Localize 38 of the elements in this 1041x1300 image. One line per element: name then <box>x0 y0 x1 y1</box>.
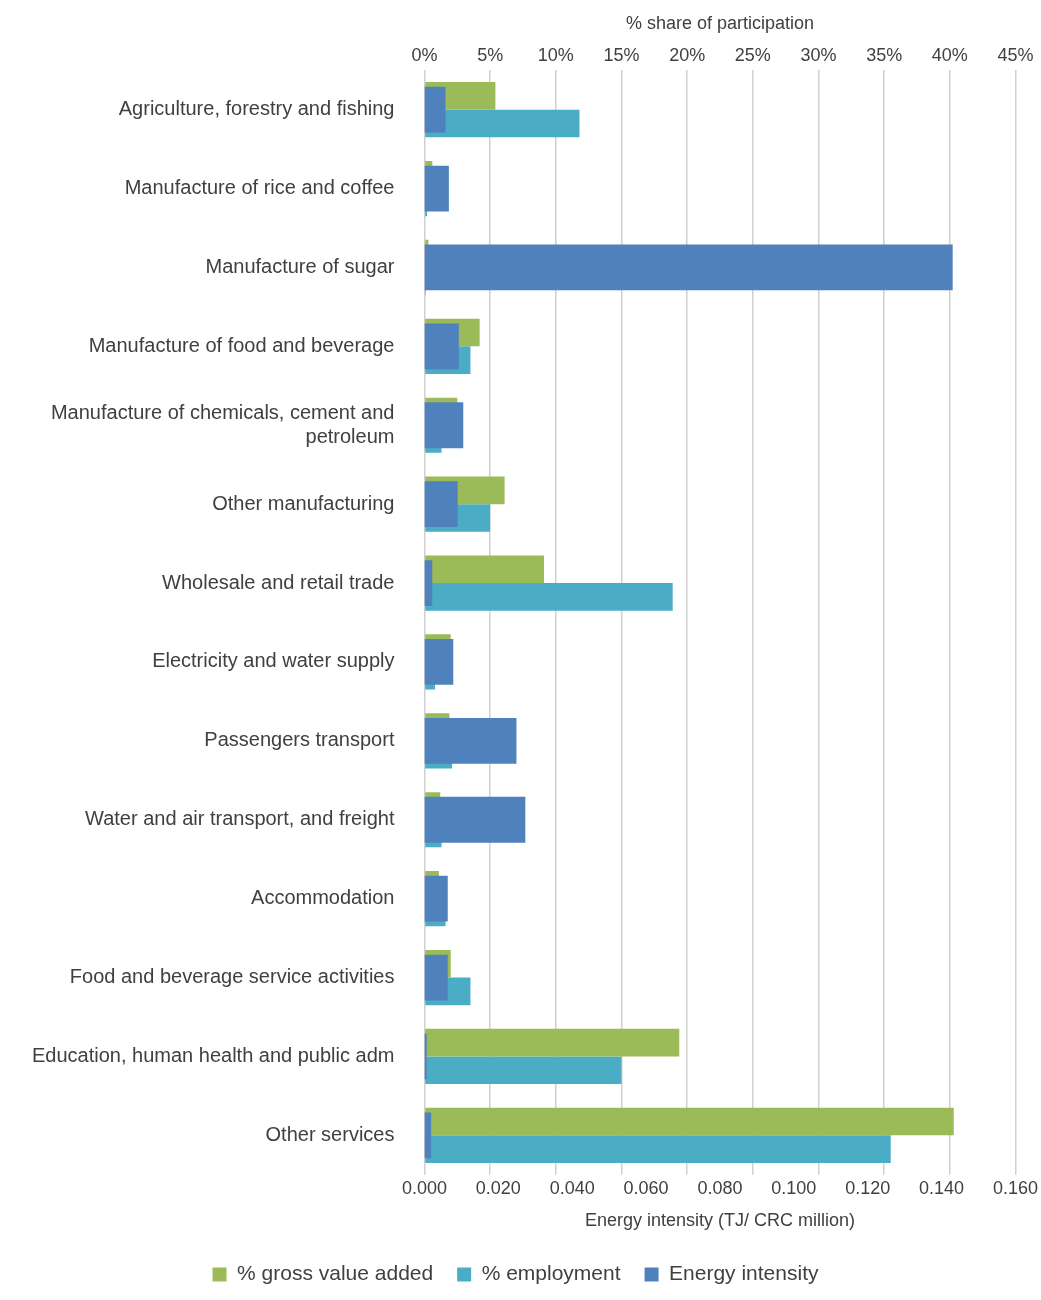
y-tick-label: Manufacture of sugar <box>205 254 395 277</box>
x-tick-label: 0.120 <box>845 1177 891 1198</box>
y-tick-label: Manufacture of food and beverage <box>88 333 395 356</box>
x2-tick-label: 35% <box>866 45 903 66</box>
y-tick-label: Electricity and water supply <box>152 649 395 672</box>
x2-tick-label: 25% <box>734 45 771 66</box>
legend-label: Energy intensity <box>669 1261 819 1285</box>
y-tick-label: Passengers transport <box>204 728 395 751</box>
x2-tick-label: 45% <box>997 45 1034 66</box>
y-tick-label: Manufacture of chemicals, cement and petroleum <box>50 400 395 447</box>
x2-tick-label: 40% <box>931 45 968 66</box>
x-tick-label: 0.020 <box>475 1177 521 1198</box>
x-tick-label: 0.060 <box>623 1177 669 1198</box>
y-tick-label: Education, human health and public adm <box>31 1043 395 1066</box>
y-tick-label: Agriculture, forestry and fishing <box>118 97 395 120</box>
x2-tick-label: 0% <box>411 45 438 66</box>
x-tick-label: 0.000 <box>401 1177 447 1198</box>
legend-label: % employment <box>481 1261 621 1285</box>
x-tick-label: 0.040 <box>549 1177 595 1198</box>
x-tick-label: 0.160 <box>992 1177 1038 1198</box>
y-tick-label: Other services <box>265 1122 395 1145</box>
legend-label: % gross value added <box>237 1261 434 1285</box>
x2-tick-label: 5% <box>477 45 504 66</box>
y-tick-label: Manufacture of rice and coffee <box>124 176 395 199</box>
x-tick-label: 0.100 <box>771 1177 817 1198</box>
x2-axis-title: % share of participation <box>625 12 815 33</box>
x2-tick-label: 15% <box>603 45 640 66</box>
x-axis-title: Energy intensity (TJ/ CRC million) <box>584 1210 856 1231</box>
x2-tick-label: 30% <box>800 45 837 66</box>
x2-tick-label: 10% <box>537 45 574 66</box>
y-tick-label: Food and beverage service activities <box>69 965 395 988</box>
x2-tick-label: 20% <box>669 45 706 66</box>
y-tick-label: Accommodation <box>251 886 395 909</box>
y-tick-label: Water and air transport, and freight <box>85 807 395 830</box>
y-tick-label: Other manufacturing <box>212 491 395 514</box>
x-tick-label: 0.080 <box>697 1177 743 1198</box>
y-tick-label: Wholesale and retail trade <box>162 570 395 593</box>
x-tick-label: 0.140 <box>919 1177 965 1198</box>
